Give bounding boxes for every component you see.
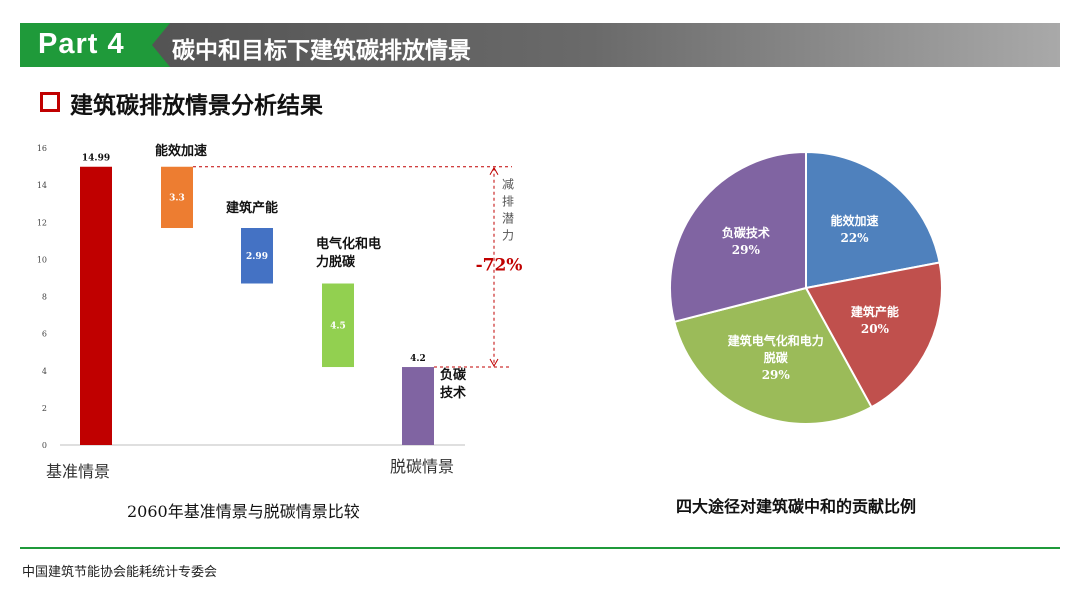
bar-value-label: 14.99	[82, 154, 110, 164]
category-label: 负碳技术	[440, 367, 467, 401]
y-tick-label: 16	[37, 144, 47, 153]
waterfall-bar	[322, 283, 354, 368]
pie-slice-label: 能效加速 22%	[831, 213, 879, 245]
pie-slice	[673, 286, 873, 425]
reduction-percent-label: -72%	[476, 256, 523, 276]
waterfall-chart: 0 2 4 6 8 10 12 14 16 14.99 3.3 2.99 4.5 4.2 基准情景 能效加速建…	[37, 143, 523, 481]
y-tick-label: 2	[42, 404, 47, 413]
y-tick-label: 8	[42, 293, 47, 302]
waterfall-bar	[241, 228, 273, 284]
waterfall-bar	[402, 367, 434, 445]
y-tick-label: 14	[37, 181, 47, 190]
arrow-up-icon	[489, 166, 499, 175]
reduction-potential-label: 减排潜力	[502, 178, 514, 243]
header-background	[20, 23, 1060, 67]
pie-slice	[669, 150, 807, 324]
category-label: 建筑产能	[226, 200, 278, 216]
footer-divider	[20, 547, 1060, 549]
y-tick-label: 12	[37, 218, 47, 227]
waterfall-bar	[80, 166, 112, 446]
y-tick-label: 10	[37, 255, 47, 264]
section-bullet-icon	[40, 92, 60, 112]
header-bar: Part 4 碳中和目标下建筑碳排放情景	[20, 23, 1060, 67]
pie-slice	[804, 261, 943, 409]
category-label: 能效加速	[155, 143, 207, 159]
bar-value-label: 4.5	[330, 321, 346, 331]
section-title: 建筑碳排放情景分析结果	[70, 93, 323, 119]
y-tick-label: 0	[42, 441, 47, 450]
pie-caption: 四大途径对建筑碳中和的贡献比例	[676, 497, 917, 516]
pie-slice-label: 负碳技术 29%	[722, 225, 770, 257]
pie-slice	[805, 150, 941, 290]
header-title: 碳中和目标下建筑碳排放情景	[172, 38, 471, 64]
y-tick-label: 4	[42, 367, 47, 376]
pie-slice-label: 建筑产能 20%	[850, 304, 899, 336]
category-label: 基准情景	[46, 462, 110, 481]
bar-value-label: 3.3	[169, 193, 185, 203]
y-tick-label: 6	[42, 330, 47, 339]
bar-value-label: 2.99	[246, 252, 268, 262]
bar-value-label: 4.2	[410, 354, 426, 364]
arrow-down-icon	[489, 358, 499, 368]
waterfall-bar	[161, 166, 193, 229]
part-label: Part 4	[38, 28, 125, 60]
category-label: 脱碳情景	[390, 457, 454, 476]
footer-source: 中国建筑节能协会能耗统计专委会	[22, 565, 218, 580]
pie-slice-label: 建筑电气化和电力脱碳 29%	[727, 333, 824, 382]
waterfall-caption: 2060年基准情景与脱碳情景比较	[127, 502, 360, 521]
pie-chart: 能效加速 22% 建筑产能 20% 建筑电气化和电力脱碳 29% 负碳技术 29%	[669, 150, 943, 425]
part-tag	[20, 23, 170, 67]
category-label: 电气化和电力脱碳	[316, 236, 381, 270]
